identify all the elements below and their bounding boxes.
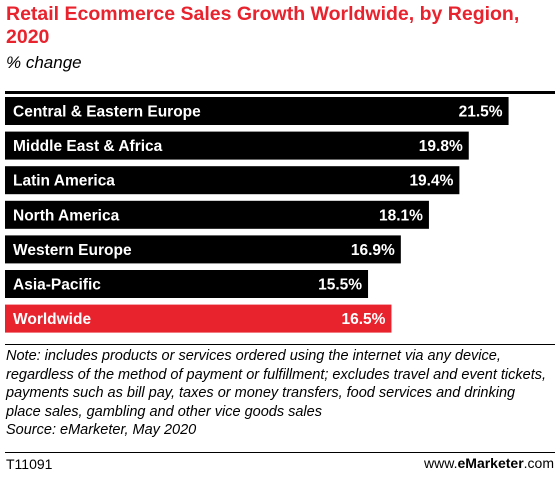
source-text: Source: eMarketer, May 2020 bbox=[6, 422, 197, 438]
value-label: 16.5% bbox=[342, 311, 386, 328]
bar-group-central-and-eastern-europe: Central & Eastern Europe 21.5% bbox=[5, 97, 509, 125]
chart-id: T11091 bbox=[6, 456, 53, 472]
category-label: Worldwide bbox=[13, 311, 91, 328]
value-label: 18.1% bbox=[379, 207, 423, 224]
chart-title: Retail Ecommerce Sales Growth Worldwide,… bbox=[6, 3, 520, 48]
bar-latin-america bbox=[5, 166, 460, 195]
chart-subtitle: % change bbox=[6, 53, 82, 72]
brand-logo: www.eMarketer.com bbox=[424, 455, 554, 471]
bar-group-worldwide: Worldwide 16.5% bbox=[5, 304, 392, 333]
category-label: Central & Eastern Europe bbox=[13, 104, 201, 121]
category-label: Latin America bbox=[13, 173, 115, 190]
bar-group-north-america: North America 18.1% bbox=[5, 200, 429, 229]
bar-north-america bbox=[5, 200, 429, 229]
value-label: 19.8% bbox=[419, 138, 463, 155]
bar-worldwide bbox=[5, 304, 392, 333]
value-label: 15.5% bbox=[318, 277, 362, 294]
bar-group-asia-pacific: Asia-Pacific 15.5% bbox=[5, 270, 369, 298]
brand-prefix: www. bbox=[424, 455, 458, 471]
category-label: North America bbox=[13, 207, 120, 224]
value-label: 21.5% bbox=[459, 104, 503, 121]
note-divider bbox=[5, 344, 555, 345]
bar-western-europe bbox=[5, 235, 401, 264]
bar-central-and-eastern-europe bbox=[5, 97, 509, 125]
bar-middle-east-and-africa bbox=[5, 131, 469, 160]
note-text: Note: includes products or services orde… bbox=[6, 348, 546, 420]
top-rule bbox=[5, 91, 555, 94]
value-label: 16.9% bbox=[351, 242, 395, 259]
chart-note: Note: includes products or services orde… bbox=[6, 347, 551, 440]
bar-asia-pacific bbox=[5, 270, 369, 298]
category-label: Middle East & Africa bbox=[13, 138, 163, 155]
footer-divider bbox=[5, 452, 555, 453]
value-label: 19.4% bbox=[409, 173, 453, 190]
bar-group-western-europe: Western Europe 16.9% bbox=[5, 235, 401, 264]
brand-suffix: .com bbox=[523, 455, 554, 471]
brand-name: eMarketer bbox=[457, 455, 524, 471]
category-label: Asia-Pacific bbox=[13, 277, 101, 294]
bar-group-middle-east-and-africa: Middle East & Africa 19.8% bbox=[5, 131, 469, 160]
bar-group-latin-america: Latin America 19.4% bbox=[5, 166, 460, 195]
category-label: Western Europe bbox=[13, 242, 132, 259]
